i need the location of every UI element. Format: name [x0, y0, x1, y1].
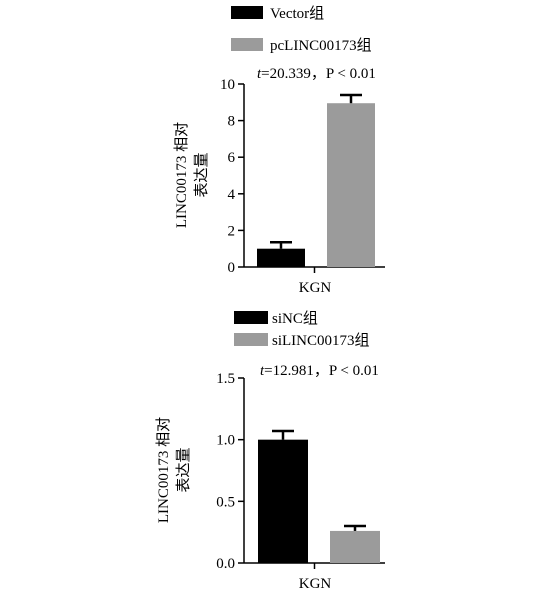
y-tick-label: 6	[228, 150, 236, 166]
legend-label-pclinc00173: pcLINC00173组	[270, 37, 372, 54]
bars-1	[257, 93, 375, 267]
y-axis-title-1-line2: 表达量	[193, 152, 210, 197]
category-label-2: KGN	[299, 576, 332, 592]
y-axis-title-2-line2: 表达量	[175, 447, 192, 492]
y-tick-label: 4	[228, 187, 236, 203]
y-tick-label: 2	[228, 223, 236, 239]
y-axis-title-1-line1: LINC00173 相对	[173, 122, 190, 228]
legend-2: siNC组 siLINC00173组	[234, 310, 370, 349]
stat-prefix-1: t	[257, 66, 262, 82]
y-axis-title-2-line1: LINC00173 相对	[155, 417, 172, 523]
y-axis-title-1: LINC00173 相对 表达量	[173, 122, 210, 228]
legend-swatch-pclinc00173	[231, 38, 263, 51]
legend-1: Vector组 pcLINC00173组	[231, 5, 372, 54]
bar-control	[258, 439, 308, 563]
chart-2: siNC组 siLINC00173组 t=12.981，P < 0.01 LIN…	[155, 310, 385, 592]
legend-swatch-sinc	[234, 311, 268, 324]
legend-swatch-vector	[231, 6, 263, 19]
legend-swatch-silinc00173	[234, 333, 268, 346]
bar-treatment	[330, 530, 380, 563]
y-tick-label: 8	[228, 114, 236, 130]
legend-label-silinc00173: siLINC00173组	[272, 332, 370, 349]
legend-label-vector: Vector组	[270, 5, 324, 22]
chart-1: Vector组 pcLINC00173组 t=20.339，P < 0.01 L…	[173, 5, 385, 296]
y-tick-label: 0.5	[216, 494, 235, 510]
bar-treatment	[327, 103, 375, 267]
stat-text-2: =12.981，P < 0.01	[264, 363, 379, 379]
y-tick-label: 0.0	[216, 556, 235, 572]
y-tick-label: 1.0	[216, 433, 235, 449]
y-tick-label: 1.5	[216, 371, 235, 387]
y-tick-label: 0	[228, 260, 236, 276]
bar-control	[257, 248, 305, 267]
legend-label-sinc: siNC组	[272, 310, 318, 327]
stat-annotation-1: t=20.339，P < 0.01	[257, 66, 376, 82]
category-label-1: KGN	[299, 280, 332, 296]
bars-2	[258, 429, 380, 563]
stat-prefix-2: t	[260, 363, 265, 379]
y-axis-title-2: LINC00173 相对 表达量	[155, 417, 192, 523]
stat-text-1: =20.339，P < 0.01	[261, 66, 376, 82]
y-tick-label: 10	[220, 77, 235, 93]
stat-annotation-2: t=12.981，P < 0.01	[260, 363, 379, 379]
